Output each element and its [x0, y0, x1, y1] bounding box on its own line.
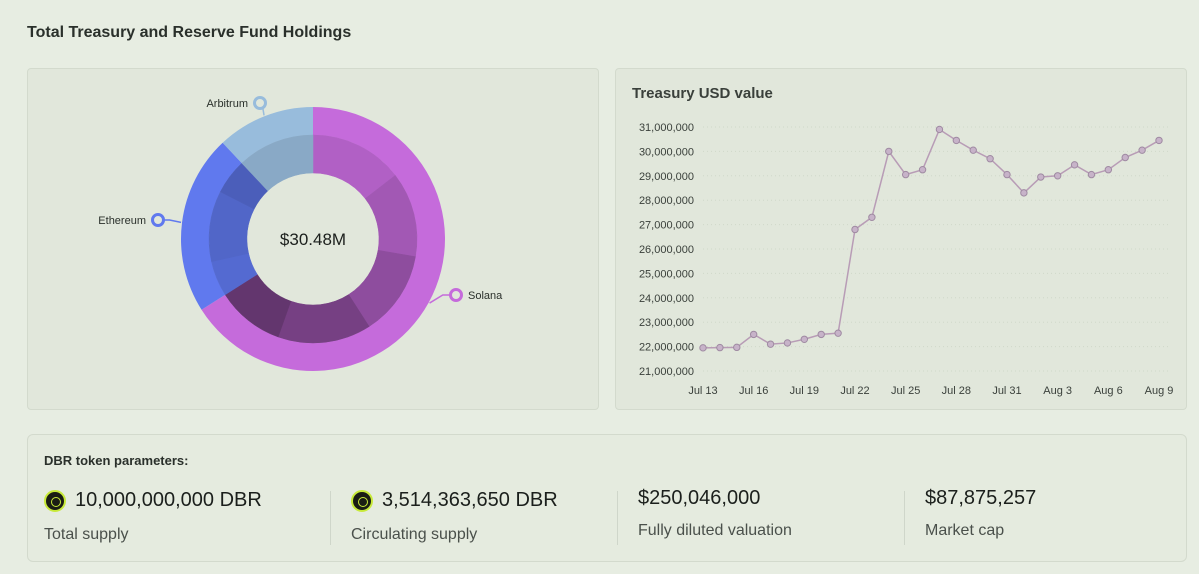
x-tick-label: Jul 28: [942, 385, 971, 397]
donut-label-solana: Solana: [468, 290, 503, 302]
data-point[interactable]: [1053, 172, 1062, 180]
metric-divider: [617, 491, 618, 545]
data-point[interactable]: [986, 155, 994, 163]
donut-slice-arbitrum[interactable]: [222, 107, 313, 164]
data-point[interactable]: [1070, 161, 1079, 169]
y-tick-label: 27,000,000: [639, 220, 694, 232]
line-chart-title: Treasury USD value: [632, 85, 773, 102]
x-tick-label: Jul 19: [790, 385, 819, 397]
metric-label: Market cap: [925, 522, 1005, 539]
treasury-line-chart: 31,000,000 30,000,000 29,000,000 28,000,000…: [639, 122, 1174, 397]
treasury-series-line: [702, 128, 1160, 349]
x-tick-label: Aug 9: [1145, 385, 1174, 397]
data-point[interactable]: [969, 146, 977, 154]
metric-label: Circulating supply: [351, 526, 478, 543]
data-point[interactable]: [885, 147, 893, 156]
donut-slice-ethereum[interactable]: [181, 142, 242, 310]
data-point[interactable]: [817, 330, 825, 339]
treasury-line-card: Treasury USD value 31,000,000 30,000,000 2…: [615, 68, 1187, 410]
metric-market-cap: $87,875,257 Market cap: [925, 487, 1036, 540]
donut-center-label: $30.48M: [280, 230, 346, 249]
x-tick-label: Jul 25: [891, 385, 920, 397]
y-tick-label: 23,000,000: [639, 317, 694, 329]
metric-label: Fully diluted valuation: [638, 522, 792, 539]
y-tick-label: 31,000,000: [639, 122, 694, 134]
dbr-token-icon: [44, 489, 66, 512]
donut-label-marker: [151, 213, 165, 227]
data-point[interactable]: [851, 225, 859, 234]
data-point[interactable]: [1087, 170, 1096, 179]
metric-total-supply: 10,000,000,000 DBR Total supply: [44, 489, 262, 544]
page-title: Total Treasury and Reserve Fund Holdings: [27, 24, 352, 41]
metric-value: 3,514,363,650 DBR: [382, 489, 558, 511]
donut-label-marker: [253, 96, 267, 110]
x-tick-label: Jul 22: [840, 385, 869, 397]
donut-label-marker: [449, 288, 463, 302]
metric-circulating-supply: 3,514,363,650 DBR Circulating supply: [351, 489, 558, 544]
data-point[interactable]: [1138, 146, 1146, 154]
data-point[interactable]: [918, 166, 927, 174]
data-point[interactable]: [935, 125, 944, 134]
data-point[interactable]: [783, 339, 792, 347]
metric-value: 10,000,000,000 DBR: [75, 489, 262, 511]
data-point[interactable]: [1020, 189, 1028, 197]
data-point[interactable]: [868, 213, 876, 221]
metric-divider: [904, 491, 905, 545]
data-point[interactable]: [901, 170, 910, 179]
data-point[interactable]: [733, 343, 741, 352]
metric-fdv: $250,046,000 Fully diluted valuation: [638, 487, 792, 540]
y-tick-label: 25,000,000: [639, 268, 694, 280]
data-point[interactable]: [834, 329, 842, 337]
metric-value: $87,875,257: [925, 487, 1037, 509]
treasury-donut-card: Solana Ethereum Arbitrum $30.48M: [27, 68, 599, 410]
y-tick-label: 28,000,000: [639, 195, 694, 207]
y-tick-label: 21,000,000: [639, 366, 694, 378]
data-point[interactable]: [800, 335, 809, 343]
data-point[interactable]: [1104, 166, 1113, 174]
dbr-parameters-card: DBR token parameters: 10,000,000,000 DBR…: [27, 434, 1187, 562]
y-tick-label: 30,000,000: [639, 146, 694, 158]
donut-label-arbitrum: Arbitrum: [206, 98, 248, 110]
x-tick-label: Jul 16: [739, 385, 768, 397]
metric-value: $250,046,000: [638, 487, 761, 509]
y-tick-label: 22,000,000: [639, 342, 694, 354]
x-tick-label: Aug 3: [1043, 385, 1072, 397]
data-point[interactable]: [1155, 136, 1163, 145]
data-point[interactable]: [749, 330, 758, 339]
y-tick-label: 26,000,000: [639, 244, 694, 256]
donut-inner-segment: [241, 134, 314, 192]
dbr-token-icon: [351, 489, 373, 512]
data-point[interactable]: [1037, 173, 1045, 181]
x-tick-label: Aug 6: [1094, 385, 1123, 397]
data-point[interactable]: [716, 343, 724, 352]
data-point[interactable]: [1121, 153, 1129, 162]
metric-label: Total supply: [44, 526, 129, 543]
x-tick-label: Jul 13: [688, 385, 717, 397]
treasury-donut-chart: Solana Ethereum Arbitrum $30.48M: [98, 96, 503, 371]
data-point[interactable]: [766, 340, 775, 348]
y-tick-label: 29,000,000: [639, 171, 694, 183]
y-tick-label: 24,000,000: [639, 293, 694, 305]
data-point[interactable]: [1003, 170, 1011, 179]
data-point[interactable]: [699, 344, 707, 352]
data-point[interactable]: [952, 136, 961, 145]
x-tick-label: Jul 31: [992, 385, 1021, 397]
params-title: DBR token parameters:: [44, 453, 189, 468]
metric-divider: [330, 491, 331, 545]
donut-label-ethereum: Ethereum: [98, 215, 146, 227]
